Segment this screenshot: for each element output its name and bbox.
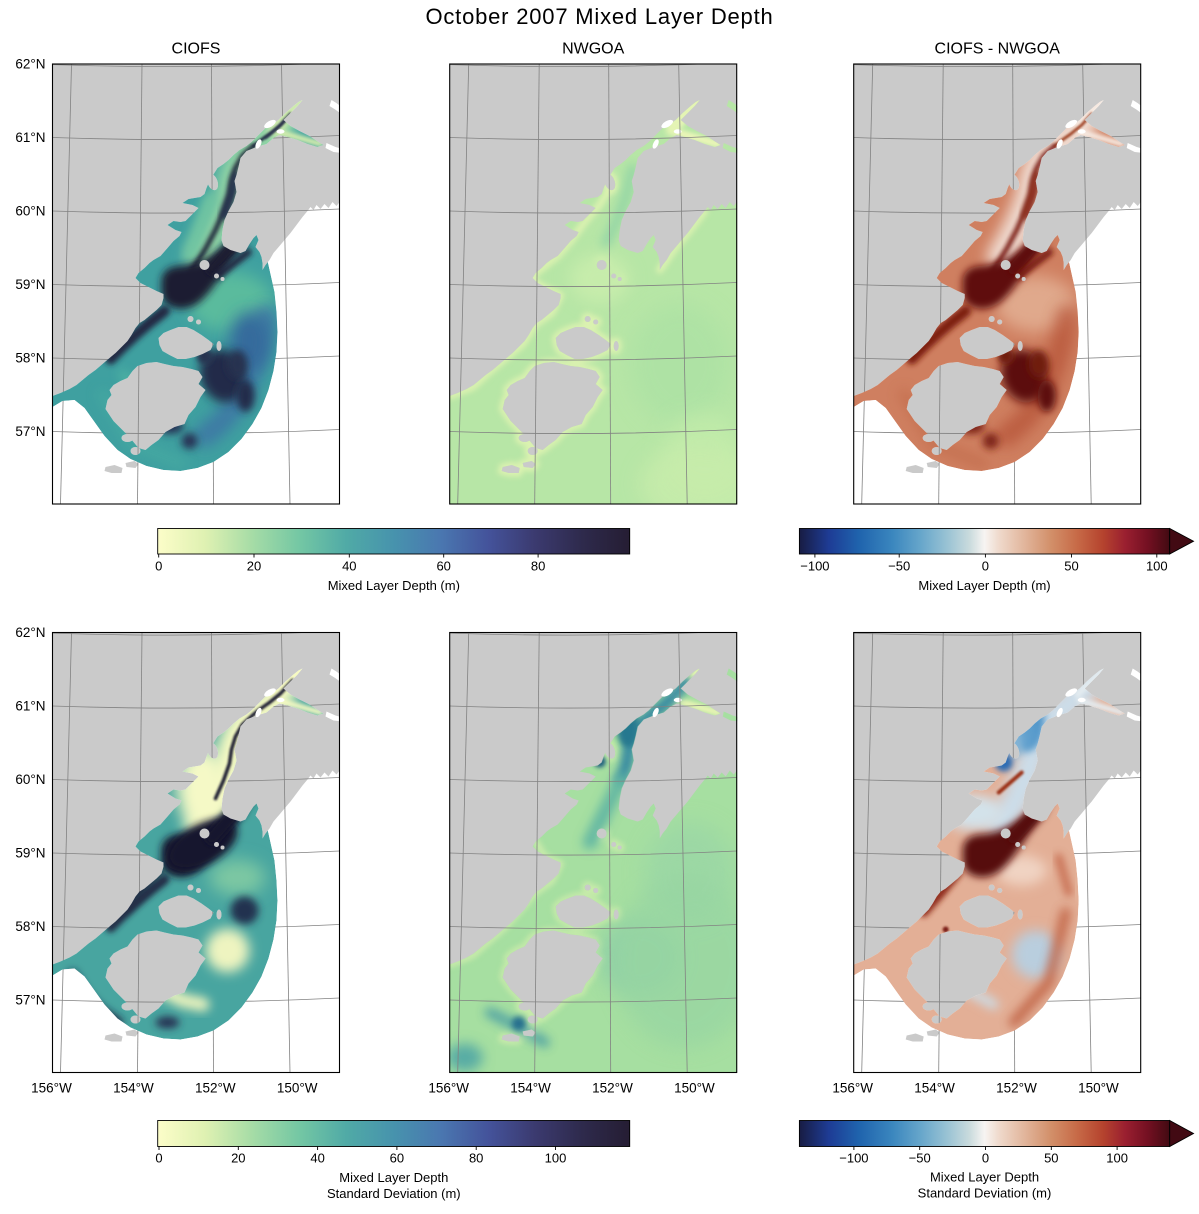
svg-text:Mixed Layer Depth: Mixed Layer Depth [930,1170,1039,1185]
svg-text:Mixed Layer Depth (m): Mixed Layer Depth (m) [328,578,460,593]
svg-text:57°N: 57°N [15,993,45,1008]
svg-text:20: 20 [247,559,261,574]
svg-text:Mixed Layer Depth: Mixed Layer Depth [339,1170,448,1185]
svg-text:152°W: 152°W [996,1081,1037,1096]
svg-text:61°N: 61°N [15,130,45,145]
svg-text:152°W: 152°W [592,1081,633,1096]
svg-text:October 2007 Mixed Layer Depth: October 2007 Mixed Layer Depth [425,4,773,29]
svg-text:100: 100 [1106,1151,1128,1166]
svg-text:50: 50 [1044,1151,1058,1166]
svg-text:57°N: 57°N [15,424,45,439]
svg-text:0: 0 [155,1151,162,1166]
svg-text:0: 0 [982,559,989,574]
svg-text:60°N: 60°N [15,772,45,787]
svg-text:156°W: 156°W [31,1081,72,1096]
svg-text:−50: −50 [888,559,910,574]
svg-text:58°N: 58°N [15,351,45,366]
svg-text:60: 60 [436,559,450,574]
svg-text:150°W: 150°W [1078,1081,1119,1096]
svg-text:154°W: 154°W [113,1081,154,1096]
svg-text:CIOFS - NWGOA: CIOFS - NWGOA [935,41,1061,58]
svg-text:100: 100 [1146,559,1168,574]
svg-text:58°N: 58°N [15,919,45,934]
svg-text:−50: −50 [909,1151,931,1166]
svg-text:154°W: 154°W [510,1081,551,1096]
svg-text:61°N: 61°N [15,699,45,714]
svg-text:Mixed Layer Depth (m): Mixed Layer Depth (m) [918,578,1050,593]
svg-text:80: 80 [469,1151,483,1166]
svg-text:150°W: 150°W [277,1081,318,1096]
svg-text:80: 80 [531,559,545,574]
svg-text:−100: −100 [800,559,829,574]
svg-text:Standard Deviation (m): Standard Deviation (m) [918,1186,1052,1201]
svg-text:154°W: 154°W [914,1081,955,1096]
svg-text:40: 40 [342,559,356,574]
svg-text:20: 20 [231,1151,245,1166]
svg-text:59°N: 59°N [15,846,45,861]
svg-text:0: 0 [982,1151,989,1166]
svg-text:100: 100 [545,1151,567,1166]
svg-text:Standard Deviation (m): Standard Deviation (m) [327,1186,461,1201]
svg-text:62°N: 62°N [15,625,45,640]
svg-text:156°W: 156°W [428,1081,469,1096]
svg-text:0: 0 [155,559,162,574]
svg-text:156°W: 156°W [832,1081,873,1096]
svg-text:CIOFS: CIOFS [172,41,221,58]
svg-text:152°W: 152°W [195,1081,236,1096]
svg-text:NWGOA: NWGOA [562,41,625,58]
svg-text:60: 60 [390,1151,404,1166]
svg-text:59°N: 59°N [15,277,45,292]
svg-text:150°W: 150°W [674,1081,715,1096]
svg-text:−100: −100 [839,1151,868,1166]
svg-text:62°N: 62°N [15,57,45,72]
svg-text:50: 50 [1064,559,1078,574]
svg-text:40: 40 [310,1151,324,1166]
svg-text:60°N: 60°N [15,204,45,219]
